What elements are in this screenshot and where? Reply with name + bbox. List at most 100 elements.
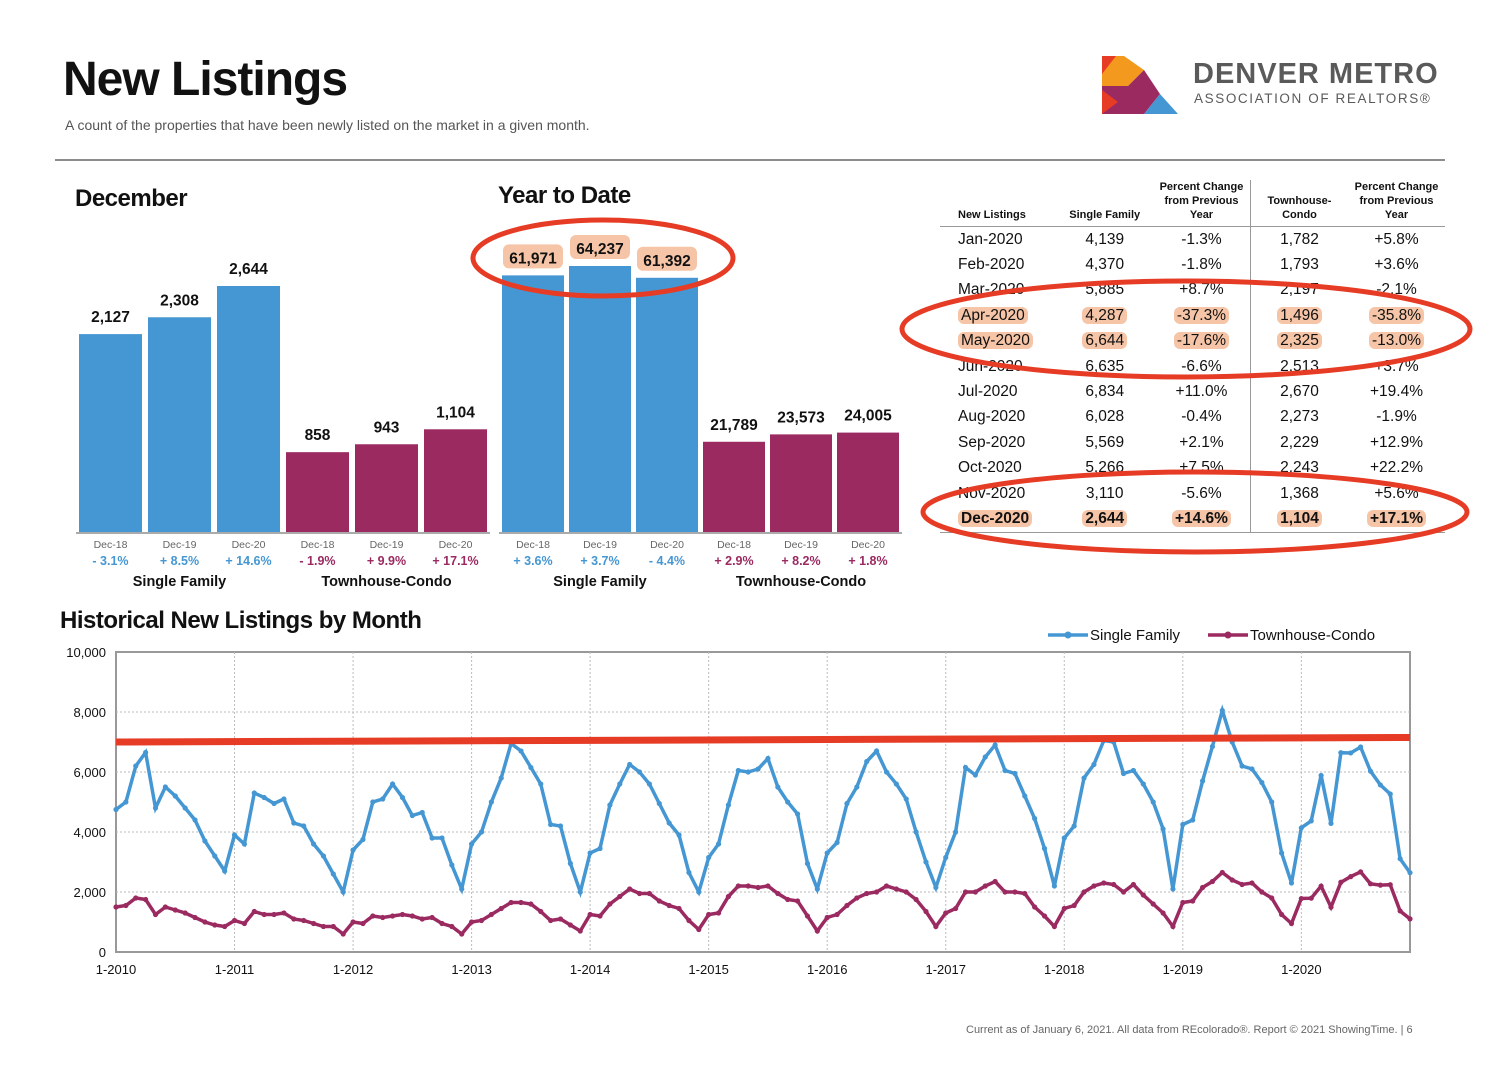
series-point — [1120, 889, 1127, 895]
series-point — [1130, 767, 1137, 774]
series-point — [617, 781, 623, 787]
table-cell: 2,197 — [1280, 281, 1319, 299]
series-point — [1170, 886, 1176, 892]
series-point — [1288, 880, 1295, 886]
series-point — [1348, 874, 1354, 880]
series-point — [972, 772, 978, 778]
series-point — [231, 832, 238, 838]
ytd-change-label: - 4.4% — [649, 554, 685, 568]
series-point — [538, 908, 544, 915]
series-point — [1278, 850, 1285, 856]
ytd-value-label: 64,237 — [576, 241, 623, 258]
series-point — [261, 794, 267, 801]
table-cell: +3.6% — [1374, 256, 1419, 274]
series-point — [1318, 883, 1324, 889]
series-point — [478, 829, 485, 835]
series-point — [1219, 707, 1225, 714]
series-point — [893, 781, 899, 787]
history-line-chart: 0 2,000 4,000 6,000 8,000 10,000 1-2010 1-2011 1… — [66, 627, 1413, 977]
dec-value-label: 2,644 — [229, 261, 268, 278]
table-col-sf-change: Percent Change from Previous Year — [1153, 180, 1251, 227]
dec-change-label: + 8.5% — [160, 554, 199, 568]
series-point — [320, 923, 327, 930]
table-cell: Feb-2020 — [958, 256, 1025, 274]
series-point — [794, 811, 801, 817]
table-cell: -2.1% — [1376, 281, 1417, 299]
series-point — [419, 809, 425, 816]
table-cell: -6.6% — [1153, 353, 1251, 380]
series-point — [498, 775, 504, 781]
series-point — [1170, 923, 1176, 930]
ytd-value-label: 61,392 — [643, 253, 690, 270]
series-point — [804, 860, 811, 867]
series-point — [202, 919, 208, 925]
x-tick-label: 1-2019 — [1163, 962, 1203, 977]
table-cell: -17.6% — [1153, 328, 1251, 354]
series-point — [686, 869, 692, 876]
series-point — [1259, 779, 1265, 786]
series-point — [1111, 881, 1117, 888]
series-point — [310, 920, 317, 927]
series-point — [1358, 744, 1364, 750]
table-cell: 2,644 — [1056, 506, 1153, 533]
table-cell: Oct-2020 — [958, 459, 1022, 477]
series-point — [607, 802, 613, 808]
series-point — [1199, 884, 1206, 891]
series-point — [251, 908, 257, 915]
table-row: Mar-2020 5,885 +8.7% 2,197 -2.1% — [940, 277, 1445, 304]
ytd-period-label: Dec-19 — [583, 539, 617, 551]
series-point — [231, 917, 238, 924]
series-point — [1387, 791, 1393, 797]
series-point — [1249, 880, 1255, 886]
table-cell: 4,287 — [1056, 303, 1153, 328]
dec-bar — [217, 286, 280, 532]
series-point — [291, 916, 297, 922]
x-tick-label: 1-2011 — [215, 962, 255, 977]
dec-value-label: 2,308 — [160, 292, 199, 309]
series-point — [498, 905, 504, 912]
series-point — [370, 913, 376, 919]
series-point — [1150, 901, 1156, 907]
series-point — [1101, 880, 1107, 886]
series-point — [508, 899, 514, 906]
dec-change-label: - 1.9% — [299, 554, 335, 568]
series-point — [785, 799, 791, 805]
dec-bar — [286, 452, 349, 532]
header-divider — [55, 159, 1445, 161]
series-point — [1180, 899, 1186, 906]
ytd-group-label: Single Family — [553, 574, 646, 590]
series-point — [518, 899, 524, 906]
x-tick-label: 1-2020 — [1281, 962, 1321, 977]
series-point — [636, 769, 643, 775]
table-cell: 2,670 — [1280, 383, 1319, 401]
dec-change-label: + 17.1% — [432, 554, 478, 568]
ytd-change-label: + 2.9% — [714, 554, 753, 568]
table-cell: 2,243 — [1280, 459, 1319, 477]
x-tick-label: 1-2010 — [96, 962, 136, 977]
series-point — [1160, 826, 1166, 832]
series-point — [587, 911, 593, 918]
series-point — [627, 886, 633, 892]
series-point — [360, 920, 366, 927]
series-point — [350, 847, 356, 853]
x-tick-label: 1-2017 — [925, 962, 965, 977]
annotation-line — [115, 734, 1411, 746]
series-point — [953, 905, 959, 912]
series-point — [933, 884, 939, 891]
series-point — [587, 850, 593, 856]
table-row: Dec-2020 2,644 +14.6% 1,104 +17.1% — [940, 506, 1445, 533]
series-point — [222, 923, 228, 930]
series-point — [370, 799, 376, 805]
table-cell: 5,569 — [1085, 433, 1125, 451]
series-point — [1308, 895, 1314, 901]
table-row: Apr-2020 4,287 -37.3% 1,496 -35.8% — [940, 303, 1445, 329]
series-point — [656, 898, 662, 904]
series-point — [1298, 895, 1304, 902]
table-cell: -1.8% — [1153, 252, 1251, 278]
series-point — [775, 890, 781, 897]
ytd-bar — [837, 432, 899, 532]
table-col-th-change: Percent Change from Previous Year — [1354, 181, 1439, 221]
series-point — [706, 911, 712, 918]
dec-value-label: 858 — [305, 427, 331, 444]
table-cell: Jun-2020 — [958, 357, 1023, 375]
